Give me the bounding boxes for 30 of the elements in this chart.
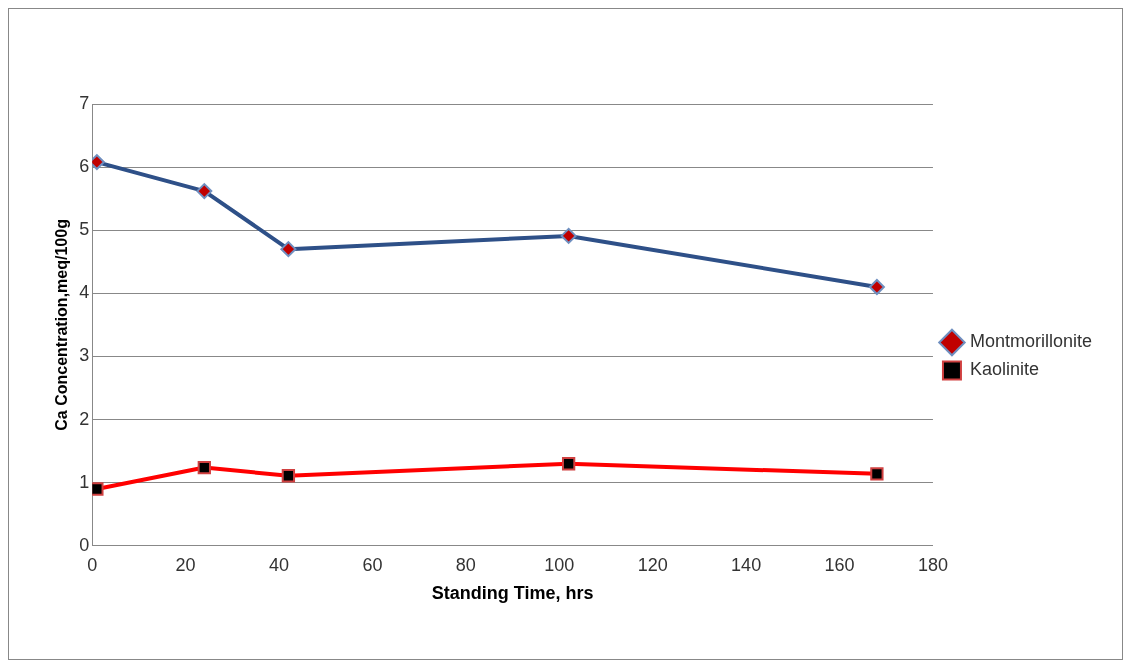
point: [281, 469, 296, 483]
x-tick-label: 180: [917, 554, 948, 575]
legend-label: Montmorillonite: [969, 331, 1092, 352]
point: [870, 467, 884, 481]
x-tick-label: 80: [455, 554, 476, 575]
x-tick-label: 100: [544, 554, 575, 575]
y-tick-label: 4: [79, 282, 90, 303]
y-axis-title: Ca Concentration,meq/100g: [53, 219, 71, 431]
y-tick-label: 6: [79, 156, 90, 177]
y-tick-label: 3: [79, 345, 90, 366]
legend-label: Kaolinite: [969, 359, 1039, 380]
x-axis-title: Standing Time, hrs: [431, 583, 594, 604]
point: [560, 227, 577, 244]
x-tick-label: 160: [824, 554, 855, 575]
point: [280, 241, 297, 258]
point: [197, 460, 211, 475]
x-tick-label: 20: [175, 554, 196, 575]
x-tick-label: 40: [269, 554, 290, 575]
point: [561, 457, 576, 471]
point: [868, 279, 885, 296]
y-tick-label: 0: [79, 534, 90, 555]
x-tick-label: 60: [362, 554, 383, 575]
y-tick-label: 7: [79, 92, 90, 113]
y-tick-label: 1: [79, 471, 90, 492]
x-tick-label: 120: [637, 554, 668, 575]
x-tick-label: 140: [731, 554, 762, 575]
point: [92, 482, 104, 496]
y-tick-label: 5: [79, 219, 90, 240]
point: [196, 183, 213, 200]
y-tick-label: 2: [79, 408, 90, 429]
